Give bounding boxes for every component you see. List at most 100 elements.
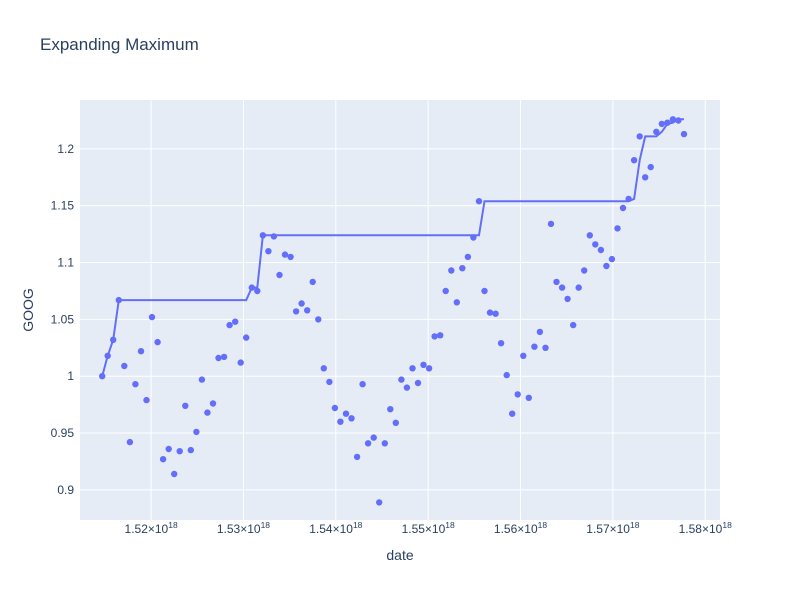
data-point xyxy=(437,332,444,339)
data-point xyxy=(331,404,339,412)
data-point xyxy=(281,251,289,258)
data-point xyxy=(403,384,411,391)
y-tick-label: 1 xyxy=(67,369,74,383)
data-point xyxy=(270,233,278,240)
data-point xyxy=(586,232,593,239)
expanding-max-line-path xyxy=(101,118,684,377)
data-point xyxy=(564,295,571,303)
data-point xyxy=(298,300,305,307)
data-point xyxy=(625,195,632,203)
data-point xyxy=(254,287,261,295)
data-point xyxy=(398,376,405,383)
data-point xyxy=(486,309,494,316)
data-point xyxy=(680,130,688,138)
data-points xyxy=(99,116,688,506)
data-point xyxy=(492,310,499,317)
data-point xyxy=(215,354,222,362)
data-point xyxy=(653,128,660,135)
data-point xyxy=(642,174,649,181)
y-tick-label: 1.1 xyxy=(57,256,74,270)
data-point xyxy=(171,470,178,478)
data-point xyxy=(126,438,134,446)
data-point xyxy=(315,316,322,323)
data-point xyxy=(514,391,521,398)
y-tick-label: 0.9 xyxy=(57,483,74,497)
data-point xyxy=(520,352,527,359)
data-point xyxy=(337,418,344,425)
data-point xyxy=(414,379,422,387)
data-point xyxy=(370,434,377,441)
data-point xyxy=(148,313,156,321)
data-point xyxy=(104,352,111,359)
data-point xyxy=(570,321,577,329)
data-point xyxy=(470,234,477,241)
data-point xyxy=(553,278,560,286)
data-point xyxy=(658,120,665,128)
y-tick-label: 1.05 xyxy=(51,312,75,326)
data-point xyxy=(292,308,300,315)
data-point xyxy=(376,499,383,506)
data-point xyxy=(425,365,433,372)
expanding-max-line xyxy=(101,118,684,377)
data-point xyxy=(464,253,472,261)
data-point xyxy=(509,410,516,417)
data-point xyxy=(608,255,616,263)
chart-title: Expanding Maximum xyxy=(40,35,199,54)
data-point xyxy=(276,271,283,279)
data-point xyxy=(453,299,460,306)
data-point xyxy=(525,394,532,401)
data-point xyxy=(431,333,438,340)
data-point xyxy=(442,287,449,295)
y-tick-label: 1.2 xyxy=(57,142,74,156)
x-tick-label: 1.56×1018 xyxy=(494,520,547,536)
data-point xyxy=(110,336,117,343)
data-point xyxy=(193,428,200,436)
data-point xyxy=(592,241,599,248)
data-point xyxy=(381,440,388,447)
data-point xyxy=(614,225,621,232)
data-point xyxy=(132,381,139,388)
data-point xyxy=(392,419,399,426)
y-tick-label: 0.95 xyxy=(51,426,75,440)
data-point xyxy=(364,440,372,447)
data-point xyxy=(636,133,643,140)
data-point xyxy=(459,265,466,272)
data-point xyxy=(176,448,183,455)
data-point xyxy=(409,365,416,372)
data-point xyxy=(387,406,394,413)
data-point xyxy=(503,371,510,379)
data-point xyxy=(165,445,172,453)
x-tick-label: 1.54×1018 xyxy=(309,520,362,536)
x-tick-label: 1.53×1018 xyxy=(217,520,270,536)
data-point xyxy=(581,267,588,274)
data-point xyxy=(99,373,106,380)
data-point xyxy=(531,343,538,350)
data-point xyxy=(669,116,677,123)
data-point xyxy=(542,344,549,351)
data-point xyxy=(536,328,544,336)
data-point xyxy=(209,400,217,407)
data-point xyxy=(326,378,333,386)
data-point xyxy=(475,198,483,205)
data-point xyxy=(198,376,206,383)
y-axis-title: GOOG xyxy=(20,288,36,332)
data-point xyxy=(575,284,582,291)
data-point xyxy=(481,287,488,295)
data-point xyxy=(597,246,605,254)
data-point xyxy=(547,220,555,228)
data-point xyxy=(226,321,233,329)
data-point xyxy=(154,338,161,346)
x-tick-label: 1.57×1018 xyxy=(586,520,639,536)
data-point xyxy=(342,410,350,417)
data-point xyxy=(259,232,267,239)
data-point xyxy=(448,267,455,274)
data-point xyxy=(220,353,228,361)
x-tick-label: 1.52×1018 xyxy=(125,520,178,536)
data-point xyxy=(121,362,128,370)
data-point xyxy=(497,340,505,347)
y-axis-ticks: 0.9 0.95 1 1.05 1.1 1.15 1.2 xyxy=(51,142,75,497)
x-axis-title: date xyxy=(386,547,413,563)
data-point xyxy=(159,456,167,463)
data-point xyxy=(243,334,250,341)
grid xyxy=(80,100,720,520)
